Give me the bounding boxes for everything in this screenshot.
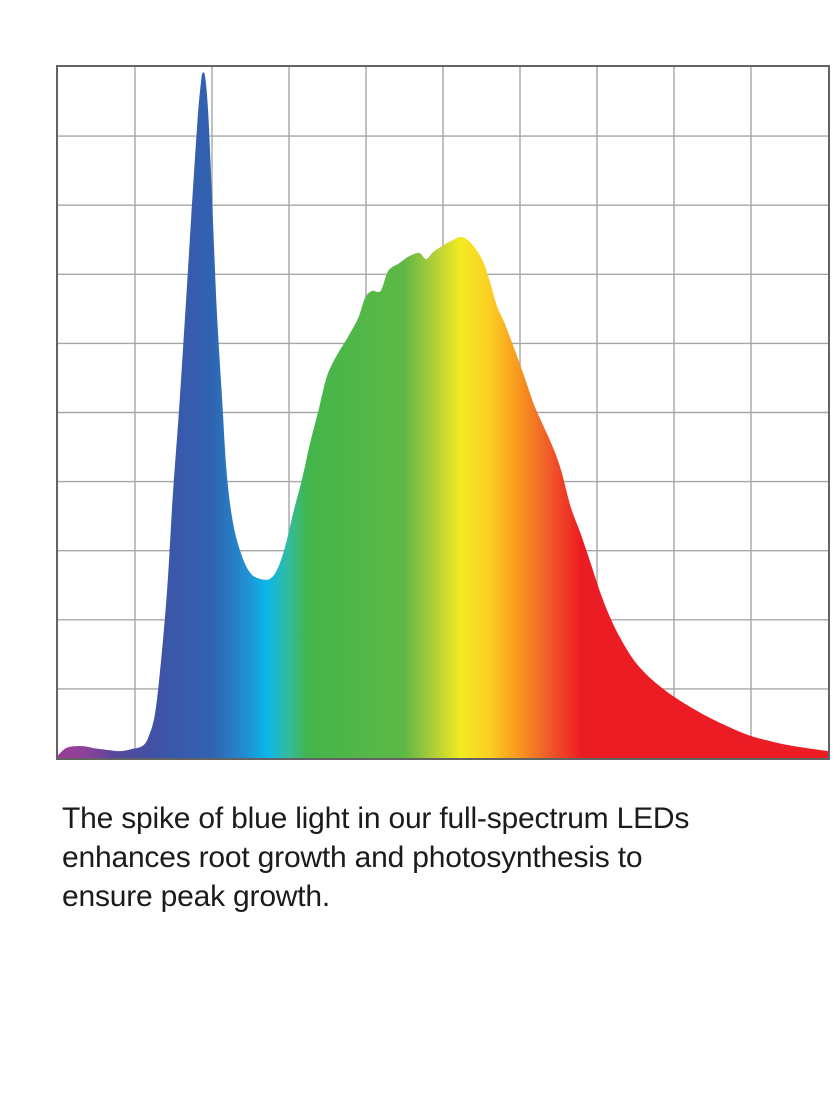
caption-text: The spike of blue light in our full-spec…: [62, 799, 802, 916]
spectrum-chart-panel: [56, 65, 830, 760]
caption-line-2: enhances root growth and photosynthesis …: [62, 841, 643, 874]
caption-line-1: The spike of blue light in our full-spec…: [62, 802, 690, 835]
spectrum-area: [58, 72, 828, 758]
spectrum-chart: [58, 67, 828, 758]
caption-line-3: ensure peak growth.: [62, 880, 331, 913]
